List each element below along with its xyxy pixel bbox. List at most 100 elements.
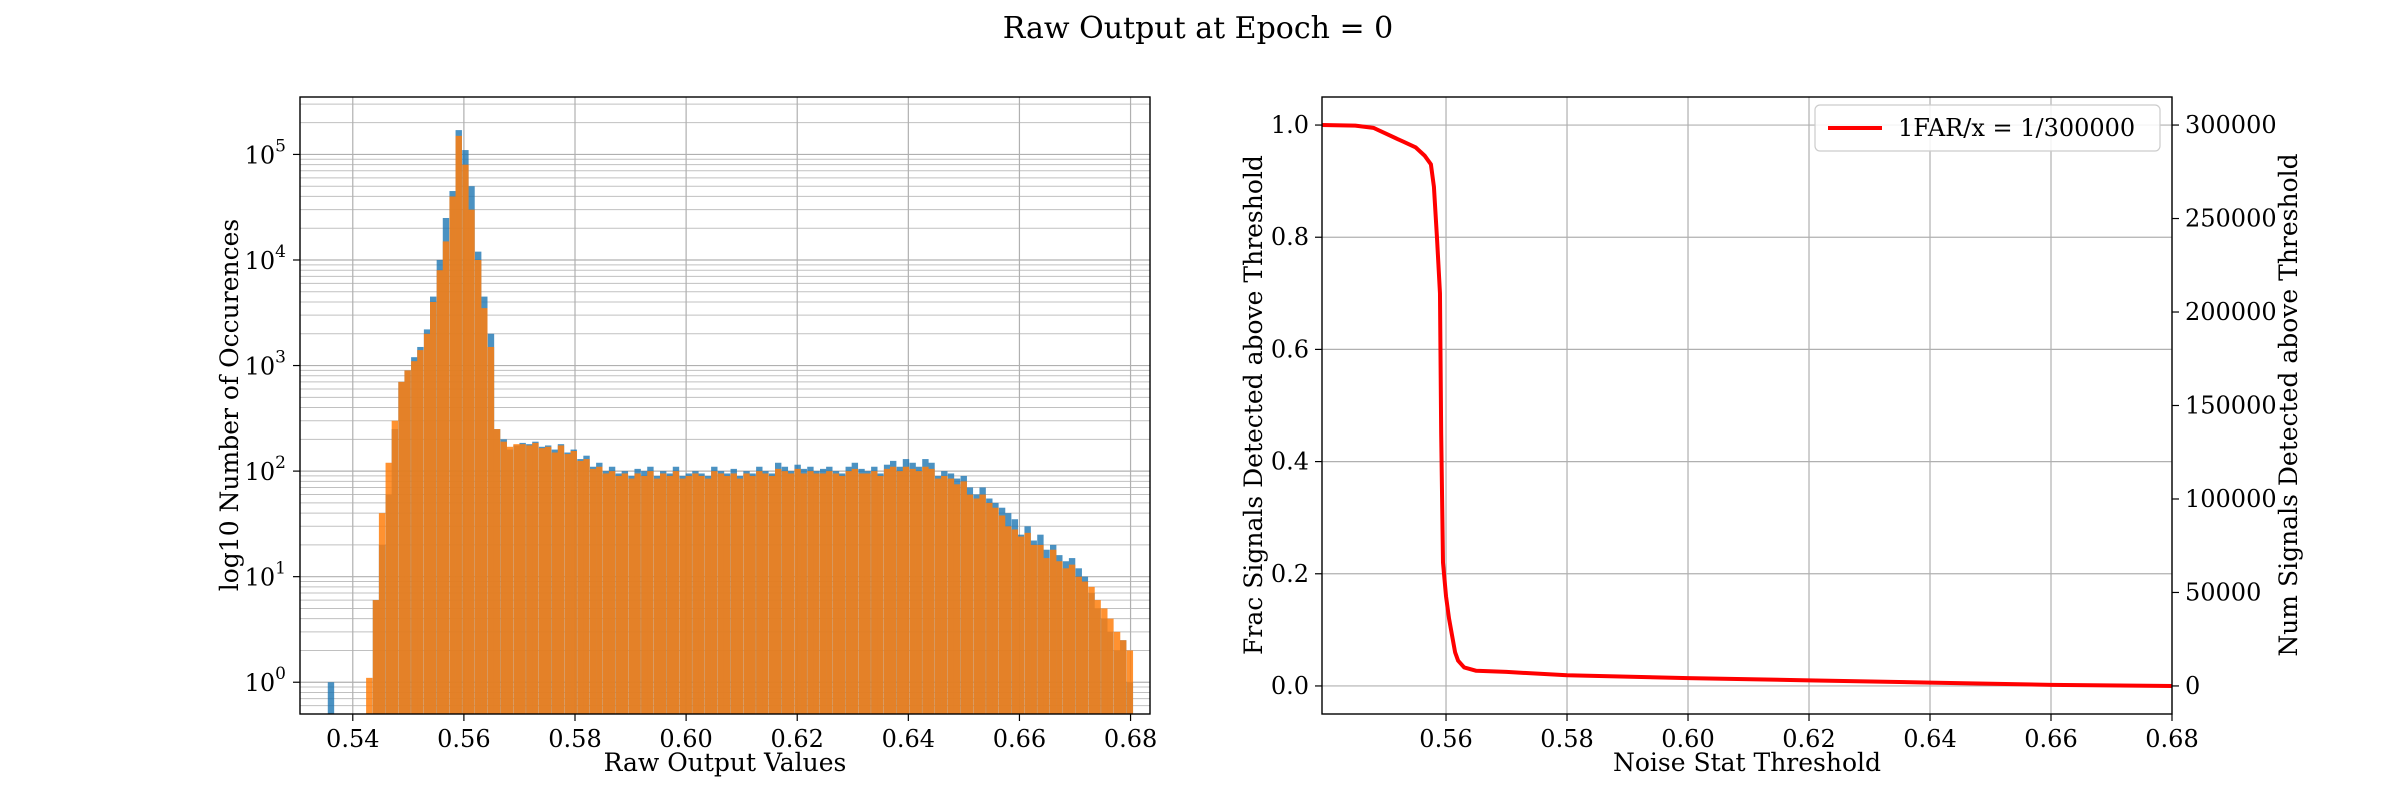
- line-chart-x-axis-label: Noise Stat Threshold: [1613, 748, 1881, 777]
- line-chart-left-y-axis-label: Frac Signals Detected above Threshold: [1239, 155, 1268, 655]
- y-tick-label: 0.8: [1271, 223, 1309, 251]
- histogram-bar: [1030, 544, 1037, 714]
- histogram-bar: [1017, 536, 1025, 714]
- histogram-bar: [506, 446, 514, 714]
- histogram-bar: [615, 475, 622, 714]
- y-tick-label: 100: [245, 664, 286, 697]
- histogram-bar: [858, 473, 865, 714]
- histogram-bar: [730, 473, 737, 714]
- x-tick-label: 0.56: [1419, 725, 1472, 753]
- histogram-bar: [621, 473, 629, 714]
- histogram-bar: [794, 468, 801, 714]
- histogram-chart: 0.54 0.56 0.58 0.60 0.62 0.64 0.66 0.68 1001011…: [215, 96, 1157, 777]
- histogram-bar: [762, 473, 769, 714]
- histogram-bar: [705, 478, 712, 714]
- histogram-bar: [1088, 586, 1095, 714]
- x-tick-label: 0.66: [993, 725, 1046, 753]
- histogram-y-ticks: 100 101 102 103 104 105: [245, 136, 300, 697]
- y-tick-label: 104: [245, 242, 286, 275]
- line-chart-right-y-axis-label: Num Signals Detected above Threshold: [2274, 153, 2303, 656]
- line-chart-x-ticks: 0.56 0.58 0.60 0.62 0.64 0.66 0.68: [1419, 714, 2199, 753]
- histogram-bar: [890, 466, 897, 714]
- threshold-line-chart: 0.56 0.58 0.60 0.62 0.64 0.66 0.68 0.00.20.40.…: [1239, 96, 2303, 777]
- histogram-bar: [475, 259, 482, 714]
- histogram-bar: [1050, 549, 1057, 714]
- histogram-bar: [717, 473, 725, 714]
- x-tick-label: 0.68: [1104, 725, 1157, 753]
- histogram-bar: [557, 445, 565, 714]
- histogram-bar: [653, 478, 661, 714]
- line-chart-left-y-ticks: 0.0 0.2 0.4 0.6 0.8 1.0: [1271, 111, 1322, 700]
- histogram-bar: [519, 444, 526, 714]
- y2-tick-label: 250000: [2185, 205, 2277, 233]
- histogram-bar: [647, 471, 654, 714]
- histogram-bar: [513, 444, 520, 714]
- histogram-bar: [570, 451, 577, 714]
- histogram-bar: [813, 473, 820, 714]
- histogram-bar: [500, 441, 507, 714]
- histogram-bar: [1005, 526, 1012, 714]
- y-tick-label: 103: [245, 348, 286, 381]
- histogram-bar: [851, 468, 859, 714]
- y2-tick-label: 150000: [2185, 392, 2277, 420]
- histogram-bar: [685, 475, 692, 714]
- x-tick-label: 0.60: [659, 725, 712, 753]
- histogram-bar: [1081, 581, 1089, 714]
- y-tick-label: 105: [245, 136, 286, 169]
- x-tick-label: 0.56: [437, 725, 490, 753]
- histogram-bar: [1101, 608, 1108, 714]
- histogram-bar: [883, 468, 891, 714]
- histogram-bar: [1120, 640, 1127, 714]
- histogram-bar: [487, 346, 495, 714]
- legend-entry-label: 1FAR/x = 1/300000: [1898, 114, 2135, 142]
- histogram-bar: [966, 494, 974, 714]
- legend: 1FAR/x = 1/300000: [1814, 104, 2161, 152]
- histogram-bar: [960, 481, 967, 714]
- legend-box: [1814, 104, 2161, 152]
- histogram-bar: [953, 484, 961, 714]
- histogram-bar: [398, 381, 405, 714]
- histogram-bar: [845, 471, 852, 714]
- histogram-bar: [973, 498, 980, 714]
- histogram-bar: [436, 270, 444, 714]
- histogram-bar: [947, 478, 955, 714]
- histogram-bar: [468, 209, 475, 714]
- y2-tick-label: 300000: [2185, 111, 2277, 139]
- histogram-bar: [1011, 529, 1019, 714]
- histogram-bar: [1126, 650, 1134, 714]
- histogram-bar: [749, 475, 756, 714]
- y2-tick-label: 100000: [2185, 485, 2277, 513]
- x-tick-label: 0.54: [326, 725, 379, 753]
- histogram-frame: [299, 96, 1151, 715]
- histogram-bar: [928, 468, 935, 714]
- histogram-bar: [935, 478, 942, 714]
- histogram-bar: [1113, 631, 1121, 714]
- x-tick-label: 0.58: [548, 725, 601, 753]
- figure-suptitle: Raw Output at Epoch = 0: [1003, 11, 1394, 46]
- series-line-1far: [1321, 123, 2173, 688]
- x-tick-label: 0.68: [2145, 725, 2198, 753]
- y2-tick-label: 0: [2185, 672, 2200, 700]
- histogram-bar: [391, 420, 399, 714]
- histogram-x-ticks: 0.54 0.56 0.58 0.60 0.62 0.64 0.66 0.68: [326, 714, 1157, 753]
- histogram-bar: [1037, 544, 1044, 714]
- y-tick-label: 101: [245, 559, 286, 592]
- histogram-bar: [545, 446, 552, 714]
- histogram-bar: [698, 475, 705, 714]
- histogram-bar: [877, 475, 884, 714]
- histogram-bar: [455, 135, 462, 715]
- histogram-bar: [602, 473, 610, 714]
- histogram-bar: [666, 475, 674, 714]
- histogram-bar: [385, 462, 392, 714]
- histogram-y-axis-label: log10 Number of Occurences: [215, 219, 244, 592]
- histogram-bar: [871, 471, 878, 714]
- histogram-bar: [532, 442, 539, 714]
- x-tick-label: 0.66: [2024, 725, 2077, 753]
- histogram-bar: [378, 513, 386, 714]
- histogram-bar: [366, 677, 373, 714]
- histogram-bar: [1062, 568, 1070, 714]
- y-tick-label: 102: [245, 453, 286, 486]
- histogram-bar: [941, 475, 948, 714]
- histogram-bar: [807, 471, 814, 714]
